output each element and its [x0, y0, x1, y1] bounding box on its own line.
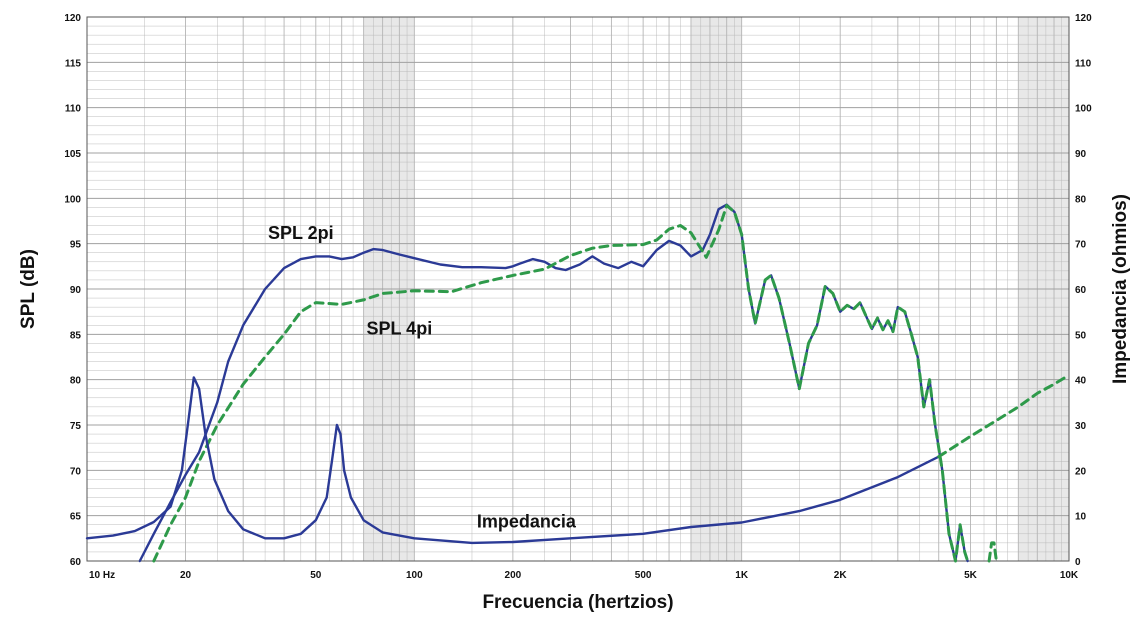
y2-tick-label: 80 [1075, 194, 1087, 205]
y2-tick-label: 0 [1075, 557, 1081, 568]
y-tick-label: 100 [64, 194, 81, 205]
x-tick-label: 50 [310, 570, 322, 581]
grid-lines [86, 16, 1069, 562]
plot-frame [86, 16, 1070, 562]
y2-tick-label: 30 [1075, 421, 1087, 432]
y2-tick-label: 60 [1075, 285, 1087, 296]
y-tick-label: 90 [70, 285, 82, 296]
y-axis-label: SPL (dB) [18, 249, 39, 329]
y2-tick-label: 70 [1075, 240, 1087, 251]
x-tick-label: 500 [635, 570, 652, 581]
y2-axis-label: Impedancia (ohmios) [1110, 194, 1131, 384]
x-tick-label: 100 [406, 570, 423, 581]
x-tick-label: 1K [735, 570, 749, 581]
y-tick-label: 80 [70, 376, 82, 387]
y2-tick-label: 110 [1075, 58, 1092, 69]
series-line-spl-4pi [987, 541, 998, 563]
series-layer [85, 203, 1071, 563]
x-tick-label: 2K [834, 570, 848, 581]
y-tick-label: 95 [70, 240, 82, 251]
series-line-impedancia [85, 376, 940, 545]
annotation-label: SPL 2pi [268, 223, 334, 243]
y2-tick-label: 100 [1075, 104, 1092, 115]
series-line-spl-2pi [138, 203, 969, 563]
annotations: SPL 2pi SPL 4pi Impedancia [268, 223, 577, 531]
y2-tick-label: 10 [1075, 512, 1087, 523]
y2-tick-label: 20 [1075, 466, 1087, 477]
y-tick-label: 70 [70, 466, 82, 477]
y-tick-label: 85 [70, 330, 82, 341]
x-tick-label: 10K [1060, 570, 1079, 581]
y-tick-label: 60 [70, 557, 82, 568]
x-tick-label: 200 [505, 570, 522, 581]
annotation-label: SPL 4pi [367, 318, 433, 338]
y-tick-label: 115 [65, 58, 82, 69]
y2-tick-label: 90 [1075, 149, 1087, 160]
x-axis-label: Frecuencia (hertzios) [482, 592, 673, 613]
y2-tick-label: 40 [1075, 376, 1087, 387]
annotation-label: Impedancia [477, 511, 577, 531]
y-tick-label: 75 [70, 421, 82, 432]
x-tick-label: 20 [180, 570, 192, 581]
x-tick-label: 5K [964, 570, 978, 581]
y-tick-label: 120 [64, 13, 81, 24]
series-line-spl-4pi [152, 204, 970, 563]
y-tick-label: 65 [70, 512, 82, 523]
y-tick-label: 105 [64, 149, 81, 160]
tick-labels: 10 Hz 20 50 100 200 500 1K 2K 5K 10K6065707580859… [64, 13, 1092, 581]
y2-tick-label: 120 [1075, 13, 1092, 24]
x-tick-label: 10 Hz [89, 570, 115, 581]
y-tick-label: 110 [65, 104, 82, 115]
y2-tick-label: 50 [1075, 330, 1087, 341]
